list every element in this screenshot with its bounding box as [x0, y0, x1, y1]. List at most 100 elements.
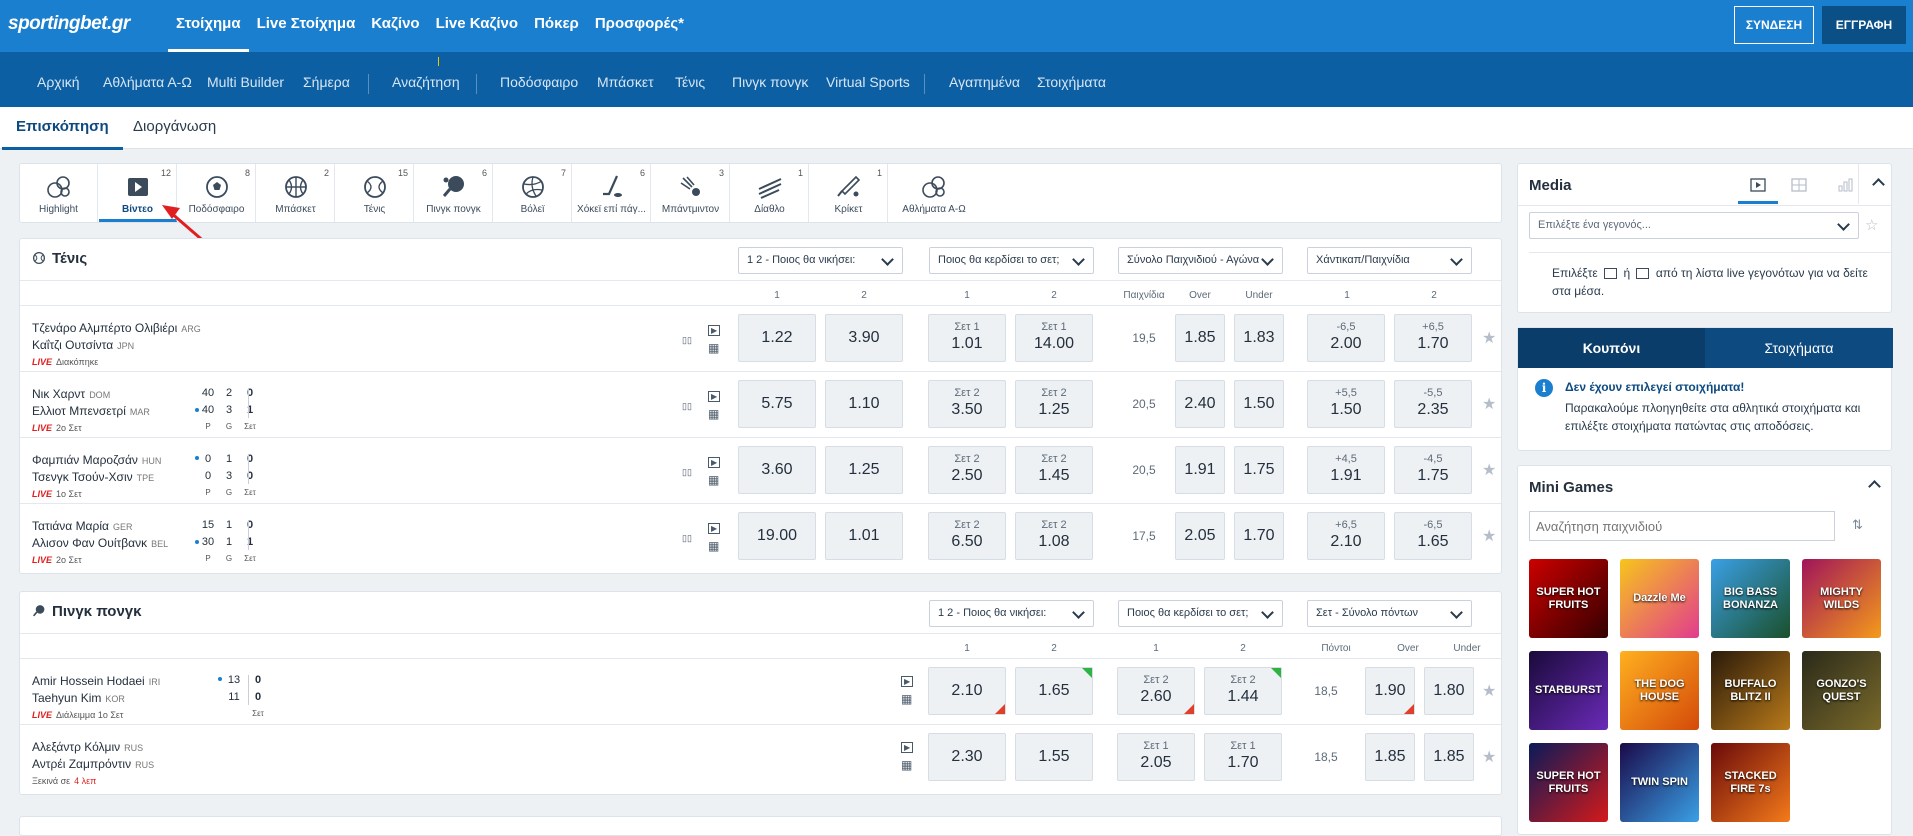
odd-button[interactable]: 1.75: [1234, 446, 1284, 494]
market-dropdown-set[interactable]: Ποιος θα κερδίσει το σετ;: [1118, 600, 1283, 627]
scoreboard-icon[interactable]: ▦: [901, 758, 913, 772]
sport-tab-tennis[interactable]: 15 Τένις: [336, 164, 414, 222]
player-1[interactable]: Αλεξάντρ Κόλμιν RUS: [32, 740, 143, 754]
tab-overview[interactable]: Επισκόπηση: [2, 107, 123, 150]
odd-button[interactable]: Σετ 2 1.45: [1015, 446, 1093, 494]
odd-button[interactable]: 1.65: [1015, 667, 1093, 715]
event-select[interactable]: Επιλέξτε ένα γεγονός...: [1529, 212, 1859, 239]
login-button[interactable]: ΣΥΝΔΕΣΗ: [1734, 6, 1814, 44]
stats-icon[interactable]: ▯▯: [682, 533, 692, 543]
nav-promotions[interactable]: Προσφορές*: [594, 15, 684, 32]
nav-live-casino[interactable]: Live Καζίνο: [435, 15, 519, 32]
odd-button[interactable]: +4,5 1.91: [1307, 446, 1385, 494]
subnav-favourites[interactable]: Αγαπημένα: [949, 74, 1021, 90]
market-dropdown-set[interactable]: Ποιος θα κερδίσει το σετ;: [929, 247, 1094, 274]
odd-button[interactable]: Σετ 1 1.70: [1204, 733, 1282, 781]
video-icon[interactable]: ▶: [708, 523, 721, 534]
video-icon[interactable]: ▶: [901, 742, 914, 753]
odd-button[interactable]: 1.70: [1234, 512, 1284, 560]
odd-button[interactable]: Σετ 2 6.50: [928, 512, 1006, 560]
sport-tab-video[interactable]: 12 Βίντεο: [99, 164, 177, 222]
game-tile[interactable]: TWIN SPIN: [1620, 743, 1699, 822]
sport-tab-cricket[interactable]: 1 Κρίκετ: [810, 164, 888, 222]
tab-bets[interactable]: Στοιχήματα: [1764, 340, 1834, 356]
market-dropdown-winner[interactable]: 1 2 - Ποιος θα νικήσει:: [738, 247, 903, 274]
tab-coupon[interactable]: Κουπόνι: [1518, 328, 1705, 368]
favourite-star-icon[interactable]: ★: [1482, 683, 1497, 700]
video-icon[interactable]: ▶: [708, 391, 721, 402]
nav-live-betting[interactable]: Live Στοίχημα: [256, 15, 356, 32]
sport-tab-all[interactable]: Αθλήματα Α-Ω: [889, 164, 979, 222]
odd-button[interactable]: Σετ 1 2.05: [1117, 733, 1195, 781]
subnav-sports-az[interactable]: Αθλήματα Α-Ω: [103, 74, 192, 90]
subnav-home[interactable]: Αρχική: [37, 74, 80, 90]
sport-tab-badminton[interactable]: 3 Μπάντμιντον: [652, 164, 730, 222]
odd-button[interactable]: Σετ 1 1.01: [928, 314, 1006, 362]
odd-button[interactable]: 2.10: [928, 667, 1006, 715]
market-dropdown-handicap[interactable]: Χάντικαπ/Παιχνίδια: [1307, 247, 1472, 274]
subnav-my-bets[interactable]: Στοιχήματα: [1037, 74, 1106, 90]
odd-button[interactable]: 1.01: [825, 512, 903, 560]
odd-button[interactable]: -6,5 2.00: [1307, 314, 1385, 362]
favourite-star-icon[interactable]: ★: [1482, 462, 1497, 479]
odd-button[interactable]: +6,5 1.70: [1394, 314, 1472, 362]
favourite-star-icon[interactable]: ★: [1482, 749, 1497, 766]
stats-icon[interactable]: ▯▯: [682, 401, 692, 411]
video-icon[interactable]: ▶: [708, 457, 721, 468]
scoreboard-icon[interactable]: ▦: [708, 539, 720, 553]
game-tile[interactable]: GONZO'S QUEST: [1802, 651, 1881, 730]
subnav-football[interactable]: Ποδόσφαιρο: [500, 74, 579, 90]
player-2[interactable]: Ελλιοτ Μπενσετρί MAR: [32, 404, 150, 418]
subnav-multi-builder[interactable]: Multi Builder: [207, 74, 285, 90]
player-2[interactable]: Αντρέι Ζαμπρόντιν RUS: [32, 757, 154, 771]
odd-button[interactable]: Σετ 2 1.44: [1204, 667, 1282, 715]
player-2[interactable]: Taehyun Kim KOR: [32, 691, 125, 705]
odd-button[interactable]: 1.22: [738, 314, 816, 362]
odd-button[interactable]: 1.91: [1175, 446, 1225, 494]
scoreboard-icon[interactable]: ▦: [708, 341, 720, 355]
subnav-search[interactable]: Αναζήτηση: [392, 74, 460, 90]
player-1[interactable]: Amir Hossein Hodaei IRI: [32, 674, 160, 688]
game-tile[interactable]: STACKED FIRE 7s: [1711, 743, 1790, 822]
odd-button[interactable]: Σετ 2 3.50: [928, 380, 1006, 428]
sport-tab-pingpong[interactable]: 6 Πινγκ πονγκ: [415, 164, 493, 222]
media-tab-video[interactable]: [1738, 168, 1778, 204]
subnav-pingpong[interactable]: Πινγκ πονγκ: [732, 74, 809, 90]
odd-button[interactable]: +6,5 2.10: [1307, 512, 1385, 560]
game-tile[interactable]: STARBURST: [1529, 651, 1608, 730]
game-tile[interactable]: MIGHTY WILDS: [1802, 559, 1881, 638]
video-icon[interactable]: ▶: [708, 325, 721, 336]
nav-poker[interactable]: Πόκερ: [534, 15, 579, 32]
odd-button[interactable]: 3.60: [738, 446, 816, 494]
scoreboard-icon[interactable]: ▦: [708, 407, 720, 421]
odd-button[interactable]: +5,5 1.50: [1307, 380, 1385, 428]
game-tile[interactable]: BIG BASS BONANZA: [1711, 559, 1790, 638]
odd-button[interactable]: -5,5 2.35: [1394, 380, 1472, 428]
game-search-input[interactable]: [1529, 511, 1835, 541]
stats-icon[interactable]: ▯▯: [682, 335, 692, 345]
sport-tab-basketball[interactable]: 2 Μπάσκετ: [257, 164, 335, 222]
player-1[interactable]: Νικ Χαρντ DOM: [32, 387, 110, 401]
market-dropdown-points[interactable]: Σετ - Σύνολο πόντων: [1307, 600, 1472, 627]
odd-button[interactable]: Σετ 2 1.25: [1015, 380, 1093, 428]
game-tile[interactable]: THE DOG HOUSE: [1620, 651, 1699, 730]
odd-button[interactable]: 1.90: [1365, 667, 1415, 715]
favourite-star-icon[interactable]: ★: [1482, 396, 1497, 413]
game-tile[interactable]: BUFFALO BLITZ II: [1711, 651, 1790, 730]
odd-button[interactable]: Σετ 2 1.08: [1015, 512, 1093, 560]
favourite-star-icon[interactable]: ★: [1482, 330, 1497, 347]
odd-button[interactable]: -4,5 1.75: [1394, 446, 1472, 494]
odd-button[interactable]: 1.80: [1424, 667, 1474, 715]
sport-tab-highlight[interactable]: Highlight: [20, 164, 98, 222]
scoreboard-icon[interactable]: ▦: [708, 473, 720, 487]
odd-button[interactable]: 1.83: [1234, 314, 1284, 362]
odd-button[interactable]: 3.90: [825, 314, 903, 362]
stats-icon[interactable]: ▯▯: [682, 467, 692, 477]
collapse-icon[interactable]: [1868, 480, 1881, 493]
sport-tab-biathlon[interactable]: 1 Δίαθλο: [731, 164, 809, 222]
odd-button[interactable]: 2.40: [1175, 380, 1225, 428]
odd-button[interactable]: 2.30: [928, 733, 1006, 781]
stats-icon[interactable]: [1838, 178, 1854, 192]
favourite-star-icon[interactable]: ☆: [1865, 217, 1879, 234]
game-tile[interactable]: SUPER HOT FRUITS: [1529, 559, 1608, 638]
